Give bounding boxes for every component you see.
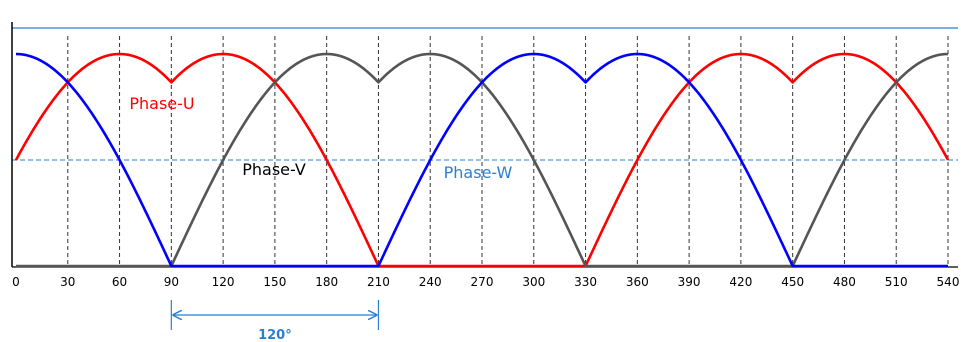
x-tick-label: 30 xyxy=(60,275,75,289)
series-label-phase-v: Phase-V xyxy=(242,160,306,179)
x-tick-label: 240 xyxy=(419,275,442,289)
x-tick-label: 90 xyxy=(164,275,179,289)
series-label-phase-u: Phase-U xyxy=(129,94,194,113)
x-tick-label: 180 xyxy=(315,275,338,289)
x-tick-label: 330 xyxy=(574,275,597,289)
series-lines xyxy=(14,52,950,268)
x-tick-label: 450 xyxy=(781,275,804,289)
x-tick-label: 120 xyxy=(212,275,235,289)
x-tick-label: 480 xyxy=(833,275,856,289)
x-tick-label: 360 xyxy=(626,275,649,289)
x-tick-label: 390 xyxy=(678,275,701,289)
x-tick-label: 0 xyxy=(12,275,20,289)
series-labels: Phase-U Phase-V Phase-W xyxy=(129,94,512,182)
x-tick-label: 510 xyxy=(885,275,908,289)
x-tick-label: 420 xyxy=(729,275,752,289)
x-tick-label: 300 xyxy=(522,275,545,289)
annotation-label: 120° xyxy=(258,328,292,342)
x-tick-label: 60 xyxy=(112,275,127,289)
series-label-phase-w: Phase-W xyxy=(444,163,513,182)
x-tick-label: 150 xyxy=(263,275,286,289)
x-tick-label: 210 xyxy=(367,275,390,289)
x-tick-label: 270 xyxy=(471,275,494,289)
x-tick-labels: 0 30 60 90 120 150 180 210 240 270 300 330 360 390 420… xyxy=(12,275,959,289)
vertical-gridlines xyxy=(67,36,949,266)
x-tick-label: 540 xyxy=(937,275,960,289)
series-line-phase-w xyxy=(15,52,948,268)
phase-shift-annotation: 120° xyxy=(170,300,380,342)
series-line-phase-u xyxy=(14,52,950,268)
reference-lines xyxy=(12,27,958,161)
